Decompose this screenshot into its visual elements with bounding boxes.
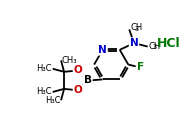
Text: N: N bbox=[130, 38, 138, 48]
Text: CH: CH bbox=[148, 42, 161, 51]
Text: H₃C: H₃C bbox=[45, 96, 60, 105]
Text: B: B bbox=[84, 75, 92, 85]
Text: 3: 3 bbox=[153, 44, 157, 50]
Text: 3: 3 bbox=[135, 26, 139, 32]
Text: CH₃: CH₃ bbox=[62, 56, 77, 65]
Text: N: N bbox=[98, 45, 107, 55]
Text: F: F bbox=[137, 62, 144, 72]
Text: H₃C: H₃C bbox=[36, 64, 52, 73]
Text: O: O bbox=[74, 65, 82, 76]
Text: O: O bbox=[74, 85, 82, 95]
Text: H₃C: H₃C bbox=[36, 88, 52, 96]
Text: HCl: HCl bbox=[157, 37, 181, 50]
Text: CH: CH bbox=[130, 23, 142, 32]
